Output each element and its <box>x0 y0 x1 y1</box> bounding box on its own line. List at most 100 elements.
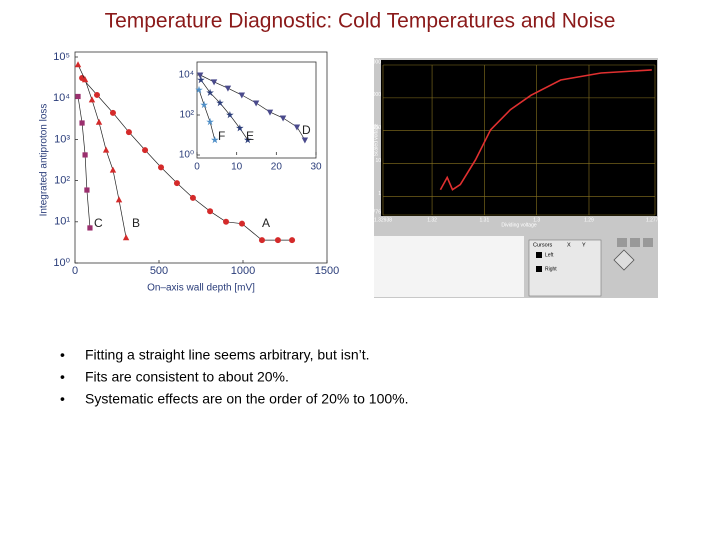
point <box>81 76 89 83</box>
point <box>258 237 265 244</box>
bullet-dot: • <box>60 369 65 385</box>
point <box>206 117 214 126</box>
series-label: E <box>246 129 254 143</box>
series-label: A <box>262 216 270 230</box>
point <box>252 100 260 107</box>
point <box>200 100 208 109</box>
fit-line <box>77 64 127 238</box>
y-tick-label: 10¹ <box>54 216 70 228</box>
x-tick-label: 1.31 <box>480 217 490 223</box>
y-tick-label: 10⁰ <box>179 150 194 161</box>
x-tick-label: 1000 <box>231 265 255 277</box>
legend-column: Y <box>582 242 586 248</box>
path-box <box>374 236 524 297</box>
x-tick-label: 1.27738 <box>646 217 664 223</box>
x-tick-label: 500 <box>150 265 168 277</box>
x-tick-label: 30 <box>310 162 322 173</box>
legend-entry: Right <box>545 266 557 272</box>
point <box>142 147 149 154</box>
point <box>216 99 224 107</box>
legend-entry: Left <box>545 252 554 258</box>
x-tick-label: 10 <box>231 162 243 173</box>
point <box>102 146 110 153</box>
series-label: B <box>132 216 140 230</box>
point <box>87 225 93 231</box>
cursor-swatch <box>536 252 542 258</box>
x-tick-label: 20 <box>271 162 283 173</box>
point <box>196 72 204 79</box>
point <box>195 85 203 94</box>
point <box>79 120 85 126</box>
point <box>274 237 281 244</box>
plot-background <box>381 60 657 216</box>
point <box>84 187 90 193</box>
point <box>74 61 82 68</box>
series-line <box>439 69 652 191</box>
fit-line <box>77 96 91 228</box>
point <box>75 93 81 100</box>
point <box>224 85 232 92</box>
y-tick-label: 10⁴ <box>179 70 194 81</box>
slide-title: Temperature Diagnostic: Cold Temperature… <box>105 10 616 33</box>
y-tick-label: 10⁰ <box>53 257 70 269</box>
point <box>94 91 101 98</box>
point <box>173 180 180 187</box>
y-tick-label: 10⁵ <box>53 51 70 63</box>
fit-line <box>198 89 216 141</box>
tool-icon <box>643 238 653 247</box>
y-tick-label: 1 <box>378 191 381 197</box>
tool-icon <box>630 238 640 247</box>
point <box>293 124 301 131</box>
point <box>95 118 103 125</box>
y-tick-label: 100 <box>373 125 382 131</box>
point <box>223 218 230 225</box>
point <box>301 137 309 144</box>
point <box>236 124 244 132</box>
bullet-text: Fits are consistent to about 20%. <box>85 369 289 385</box>
x-tick-label: 1.3 <box>533 217 540 223</box>
x-tick-label: 1.29 <box>584 217 594 223</box>
plot-frame <box>74 51 328 264</box>
point <box>279 115 287 122</box>
point <box>289 237 296 244</box>
legend-title: Cursors <box>533 242 553 248</box>
y-tick-label: 0.272776 <box>360 209 381 215</box>
x-tick-label: 1500 <box>315 265 339 277</box>
point <box>122 234 130 241</box>
point <box>197 76 205 84</box>
y-tick-label: 10² <box>180 110 195 121</box>
point <box>109 166 117 173</box>
point <box>189 194 196 201</box>
bullet-dot: • <box>60 391 65 407</box>
point <box>82 152 88 158</box>
point <box>226 111 234 119</box>
y-tick-label: 10² <box>54 175 70 187</box>
point <box>88 96 96 103</box>
y-tick-label: 10 <box>375 158 381 164</box>
y-axis-label: Integrated antiproton loss <box>39 104 50 217</box>
x-tick-label: 1.32938 <box>374 217 392 223</box>
point <box>266 109 274 116</box>
y-tick-label: 10³ <box>54 133 70 145</box>
bullet-text: Systematic effects are on the order of 2… <box>85 391 408 407</box>
x-axis-label: Dividing voltage <box>501 222 537 228</box>
series-label: C <box>94 216 103 230</box>
tool-icon <box>617 238 627 247</box>
inset-frame <box>196 61 317 159</box>
point <box>210 79 218 86</box>
y-tick-label: 10.000 <box>366 59 382 65</box>
point <box>211 136 219 144</box>
point <box>244 136 252 144</box>
point <box>125 129 132 136</box>
x-tick-label: 0 <box>72 265 78 277</box>
series-label: F <box>218 129 225 143</box>
bullet-dot: • <box>60 347 65 363</box>
x-tick-label: 1.32 <box>427 217 437 223</box>
legend-column: X <box>567 242 571 248</box>
point <box>115 196 123 203</box>
y-tick-label: 1.000 <box>368 92 381 98</box>
nav-icon <box>613 249 635 271</box>
point <box>109 109 116 116</box>
